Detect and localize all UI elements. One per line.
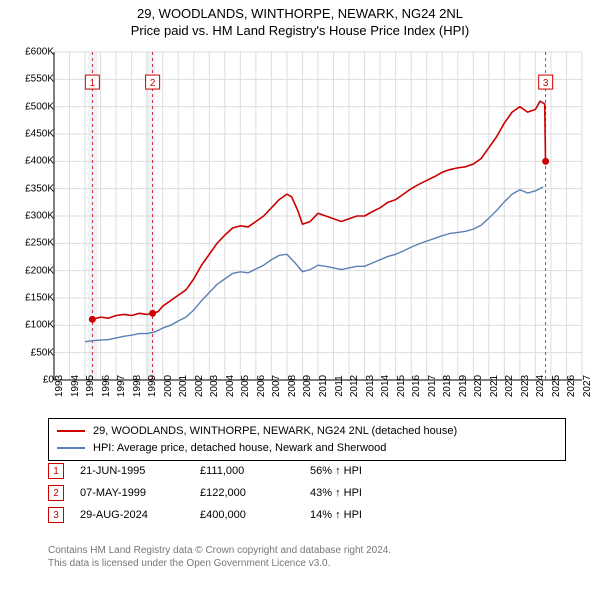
x-tick-label: 2016 (411, 375, 422, 397)
footnote-line-1: Contains HM Land Registry data © Crown c… (48, 544, 391, 557)
y-tick-label: £300K (10, 211, 54, 222)
x-tick-label: 2001 (178, 375, 189, 397)
y-tick-label: £600K (10, 47, 54, 58)
sale-marker-2: 2 (48, 485, 64, 501)
x-tick-label: 2015 (396, 375, 407, 397)
sale-date: 21-JUN-1995 (80, 465, 200, 477)
x-tick-label: 1999 (147, 375, 158, 397)
x-tick-label: 1995 (85, 375, 96, 397)
legend-label: HPI: Average price, detached house, Newa… (93, 440, 386, 457)
sale-pct: 14% ↑ HPI (310, 509, 410, 521)
y-tick-label: £100K (10, 320, 54, 331)
legend: 29, WOODLANDS, WINTHORPE, NEWARK, NG24 2… (48, 418, 566, 461)
x-tick-label: 2012 (349, 375, 360, 397)
y-tick-label: £350K (10, 183, 54, 194)
sales-table: 1 21-JUN-1995 £111,000 56% ↑ HPI 2 07-MA… (48, 460, 410, 526)
x-tick-label: 2013 (365, 375, 376, 397)
x-tick-label: 2007 (271, 375, 282, 397)
x-tick-label: 2004 (225, 375, 236, 397)
x-tick-label: 2011 (334, 375, 345, 397)
svg-text:2: 2 (150, 78, 156, 89)
y-tick-label: £50K (10, 347, 54, 358)
x-tick-label: 2000 (163, 375, 174, 397)
x-tick-label: 2010 (318, 375, 329, 397)
table-row: 3 29-AUG-2024 £400,000 14% ↑ HPI (48, 504, 410, 526)
y-tick-label: £450K (10, 129, 54, 140)
legend-item-price-paid: 29, WOODLANDS, WINTHORPE, NEWARK, NG24 2… (57, 423, 557, 440)
x-tick-label: 2009 (302, 375, 313, 397)
x-tick-label: 1996 (101, 375, 112, 397)
sale-price: £400,000 (200, 509, 310, 521)
x-tick-label: 2003 (209, 375, 220, 397)
sale-marker-3: 3 (48, 507, 64, 523)
x-tick-label: 2018 (442, 375, 453, 397)
legend-item-hpi: HPI: Average price, detached house, Newa… (57, 440, 557, 457)
y-tick-label: £500K (10, 101, 54, 112)
x-tick-label: 2008 (287, 375, 298, 397)
title-line-1: 29, WOODLANDS, WINTHORPE, NEWARK, NG24 2… (0, 6, 600, 23)
x-tick-label: 1993 (54, 375, 65, 397)
price-chart: 1 2 3 (48, 48, 588, 398)
footnote-line-2: This data is licensed under the Open Gov… (48, 557, 391, 570)
x-tick-label: 2025 (551, 375, 562, 397)
y-tick-label: £150K (10, 293, 54, 304)
x-tick-label: 2006 (256, 375, 267, 397)
x-tick-label: 2017 (427, 375, 438, 397)
x-tick-label: 2002 (194, 375, 205, 397)
sale-marker-1: 1 (48, 463, 64, 479)
x-tick-label: 2019 (458, 375, 469, 397)
footnote: Contains HM Land Registry data © Crown c… (48, 544, 391, 570)
x-tick-label: 2023 (520, 375, 531, 397)
x-tick-label: 2026 (566, 375, 577, 397)
y-tick-label: £0 (10, 375, 54, 386)
sale-price: £122,000 (200, 487, 310, 499)
y-tick-label: £250K (10, 238, 54, 249)
x-tick-label: 1998 (132, 375, 143, 397)
chart-title: 29, WOODLANDS, WINTHORPE, NEWARK, NG24 2… (0, 0, 600, 40)
x-tick-label: 1997 (116, 375, 127, 397)
legend-swatch (57, 447, 85, 449)
y-tick-label: £550K (10, 74, 54, 85)
sale-date: 29-AUG-2024 (80, 509, 200, 521)
y-tick-label: £200K (10, 265, 54, 276)
table-row: 1 21-JUN-1995 £111,000 56% ↑ HPI (48, 460, 410, 482)
x-tick-label: 2021 (489, 375, 500, 397)
sale-date: 07-MAY-1999 (80, 487, 200, 499)
title-line-2: Price paid vs. HM Land Registry's House … (0, 23, 600, 40)
x-tick-label: 2020 (473, 375, 484, 397)
x-tick-label: 2014 (380, 375, 391, 397)
y-tick-label: £400K (10, 156, 54, 167)
svg-text:3: 3 (543, 78, 549, 89)
table-row: 2 07-MAY-1999 £122,000 43% ↑ HPI (48, 482, 410, 504)
svg-text:1: 1 (90, 78, 96, 89)
legend-label: 29, WOODLANDS, WINTHORPE, NEWARK, NG24 2… (93, 423, 457, 440)
x-tick-label: 2027 (582, 375, 593, 397)
legend-swatch (57, 430, 85, 432)
x-tick-label: 2005 (240, 375, 251, 397)
x-tick-label: 1994 (70, 375, 81, 397)
x-tick-label: 2022 (504, 375, 515, 397)
sale-pct: 56% ↑ HPI (310, 465, 410, 477)
sale-price: £111,000 (200, 465, 310, 477)
x-tick-label: 2024 (535, 375, 546, 397)
sale-pct: 43% ↑ HPI (310, 487, 410, 499)
